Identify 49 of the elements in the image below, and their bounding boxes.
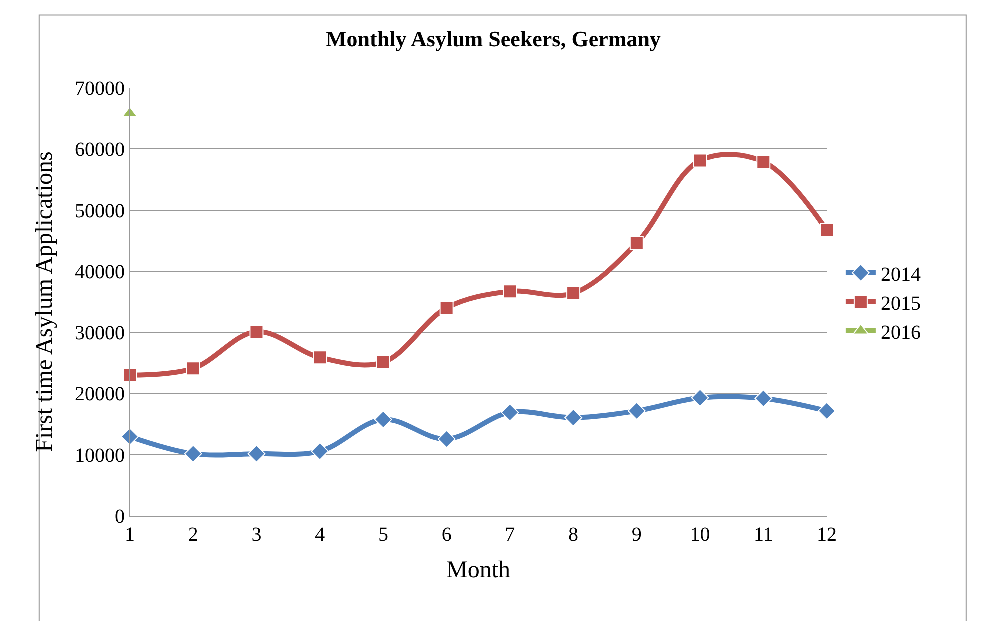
point [818,402,836,420]
legend-label: 2015 [880,292,921,315]
x-tick-label: 8 [568,524,579,546]
y-axis-title: First time Asylum Applications [32,152,58,452]
point [376,356,390,370]
point [566,286,581,300]
point [501,404,520,422]
legend-label: 2016 [880,322,921,344]
point [184,444,202,463]
point [311,442,330,460]
point [693,154,708,168]
y-tick-label: 10000 [75,444,125,467]
point [754,390,773,408]
legend-label: 2014 [880,264,921,286]
x-tick-label: 10 [690,524,710,546]
point [628,402,646,420]
x-tick-label: 6 [442,524,452,546]
point [248,444,266,463]
y-tick-label: 40000 [75,261,125,284]
point [756,154,771,169]
x-tick-label: 5 [378,524,388,546]
point [564,408,582,427]
point [691,389,710,407]
chart-title: Monthly Asylum Seekers, Germany [326,26,661,52]
point [438,430,456,448]
point [186,362,200,376]
x-tick-label: 1 [125,524,135,546]
y-tick-label: 20000 [75,384,125,406]
point [250,324,264,339]
x-tick-label: 9 [632,524,642,546]
y-tick-label: 70000 [75,78,125,100]
y-tick-label: 60000 [75,139,125,162]
x-tick-label: 11 [754,524,774,546]
x-axis-title: Month [446,557,511,584]
y-tick-label: 0 [115,506,125,528]
x-tick-label: 2 [188,524,198,546]
point [313,350,328,365]
point [820,223,834,238]
y-tick-label: 30000 [75,322,125,345]
point [440,301,454,316]
point [630,236,644,250]
point [503,284,518,299]
y-tick-label: 50000 [75,200,125,222]
point [374,410,392,429]
x-tick-label: 12 [817,524,837,546]
x-tick-label: 7 [505,524,516,546]
x-tick-label: 3 [252,524,262,546]
point [123,368,137,382]
x-tick-label: 4 [315,524,326,546]
